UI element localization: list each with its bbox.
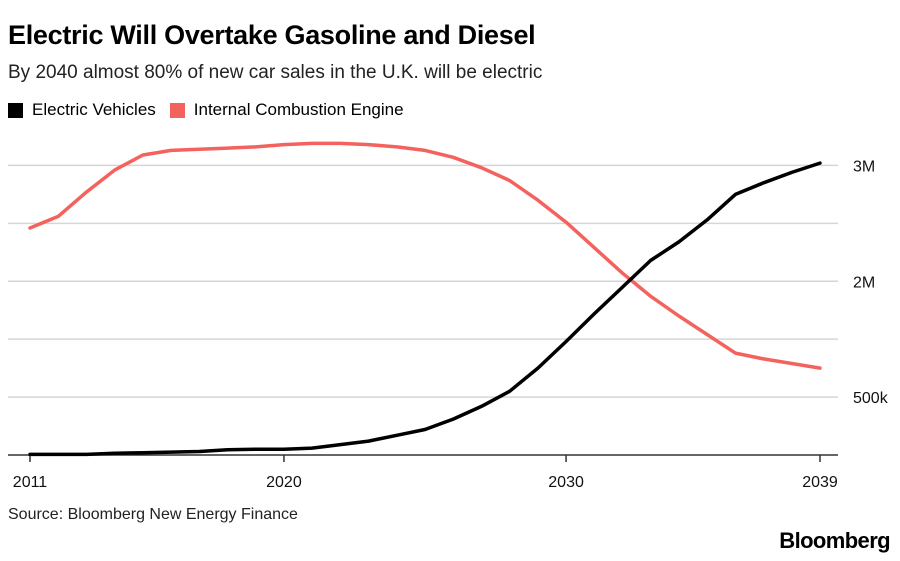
x-tick-label: 2020 xyxy=(266,474,302,491)
legend-label-ev: Electric Vehicles xyxy=(32,100,156,119)
series-line-ev xyxy=(28,161,822,457)
legend-swatch-ev xyxy=(8,102,23,118)
x-tick-label: 2030 xyxy=(548,474,584,491)
series-layer xyxy=(28,141,822,457)
legend: Electric Vehicles Internal Combustion En… xyxy=(8,100,418,120)
legend-item-ice: Internal Combustion Engine xyxy=(169,100,404,120)
chart-subtitle: By 2040 almost 80% of new car sales in t… xyxy=(8,62,543,83)
legend-item-ev: Electric Vehicles xyxy=(8,100,156,120)
legend-swatch-ice xyxy=(169,102,185,118)
chart-title: Electric Will Overtake Gasoline and Dies… xyxy=(8,20,536,50)
x-tick-label: 2011 xyxy=(13,474,48,491)
grid-layer xyxy=(8,164,838,398)
source-note: Source: Bloomberg New Energy Finance xyxy=(8,506,298,523)
y-tick-label: 2M xyxy=(853,274,875,291)
y-tick-label: 3M xyxy=(853,158,875,175)
x-tick-label: 2039 xyxy=(802,474,838,491)
y-tick-label: 500k xyxy=(853,390,889,407)
legend-label-ice: Internal Combustion Engine xyxy=(193,100,404,119)
series-line-ice xyxy=(28,141,822,370)
tick-labels: 2011 2020 2030 2039 500k 2M 3M xyxy=(13,158,889,491)
bloomberg-logo: Bloomberg xyxy=(779,528,890,553)
x-axis xyxy=(8,454,838,462)
